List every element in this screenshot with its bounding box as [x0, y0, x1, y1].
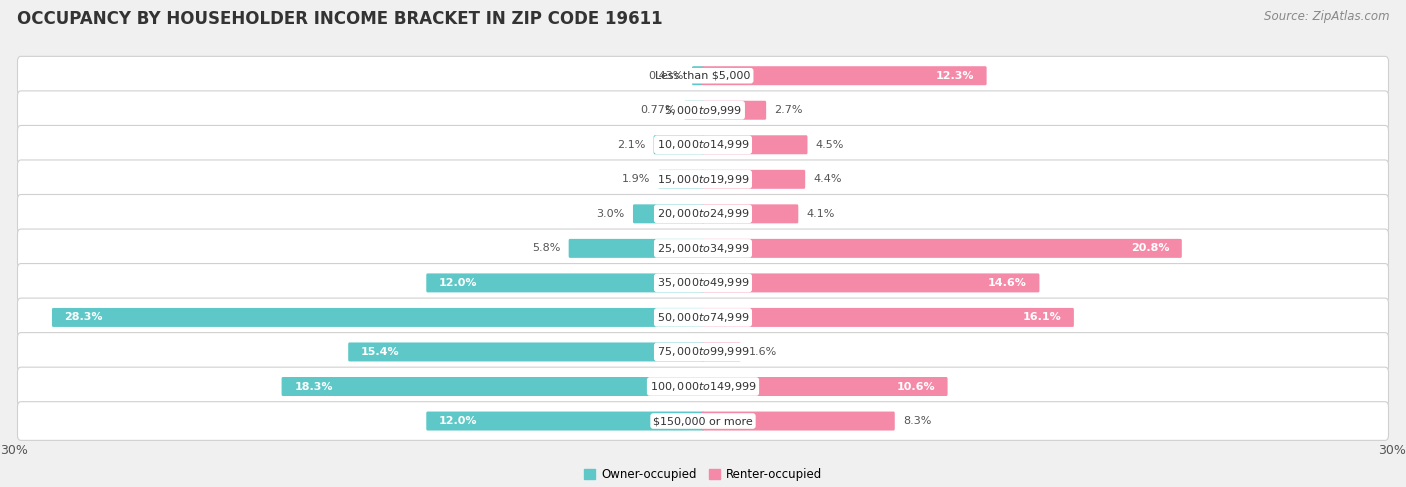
Text: $75,000 to $99,999: $75,000 to $99,999	[657, 345, 749, 358]
FancyBboxPatch shape	[349, 342, 704, 361]
FancyBboxPatch shape	[17, 229, 1389, 268]
FancyBboxPatch shape	[426, 412, 704, 431]
FancyBboxPatch shape	[17, 126, 1389, 164]
Legend: Owner-occupied, Renter-occupied: Owner-occupied, Renter-occupied	[579, 463, 827, 486]
FancyBboxPatch shape	[17, 298, 1389, 337]
FancyBboxPatch shape	[702, 101, 766, 120]
FancyBboxPatch shape	[426, 273, 704, 292]
FancyBboxPatch shape	[702, 66, 987, 85]
FancyBboxPatch shape	[685, 101, 704, 120]
FancyBboxPatch shape	[702, 273, 1039, 292]
Text: 4.1%: 4.1%	[807, 209, 835, 219]
Text: 1.9%: 1.9%	[621, 174, 650, 184]
Text: $15,000 to $19,999: $15,000 to $19,999	[657, 173, 749, 186]
Text: $150,000 or more: $150,000 or more	[654, 416, 752, 426]
Text: 28.3%: 28.3%	[65, 313, 103, 322]
Text: 5.8%: 5.8%	[533, 244, 561, 253]
Text: 1.6%: 1.6%	[749, 347, 778, 357]
FancyBboxPatch shape	[702, 205, 799, 224]
Text: $10,000 to $14,999: $10,000 to $14,999	[657, 138, 749, 151]
Text: 10.6%: 10.6%	[896, 381, 935, 392]
Text: $35,000 to $49,999: $35,000 to $49,999	[657, 277, 749, 289]
Text: OCCUPANCY BY HOUSEHOLDER INCOME BRACKET IN ZIP CODE 19611: OCCUPANCY BY HOUSEHOLDER INCOME BRACKET …	[17, 10, 662, 28]
FancyBboxPatch shape	[17, 56, 1389, 95]
Text: 15.4%: 15.4%	[361, 347, 399, 357]
FancyBboxPatch shape	[17, 160, 1389, 199]
Text: $25,000 to $34,999: $25,000 to $34,999	[657, 242, 749, 255]
FancyBboxPatch shape	[702, 170, 806, 189]
Text: 8.3%: 8.3%	[903, 416, 931, 426]
Text: 14.6%: 14.6%	[988, 278, 1026, 288]
Text: 2.1%: 2.1%	[617, 140, 645, 150]
Text: 16.1%: 16.1%	[1022, 313, 1062, 322]
FancyBboxPatch shape	[568, 239, 704, 258]
Text: Less than $5,000: Less than $5,000	[655, 71, 751, 81]
Text: 4.4%: 4.4%	[813, 174, 842, 184]
FancyBboxPatch shape	[17, 367, 1389, 406]
FancyBboxPatch shape	[702, 342, 741, 361]
Text: 3.0%: 3.0%	[596, 209, 624, 219]
Text: $20,000 to $24,999: $20,000 to $24,999	[657, 207, 749, 220]
FancyBboxPatch shape	[17, 194, 1389, 233]
Text: 12.0%: 12.0%	[439, 416, 478, 426]
FancyBboxPatch shape	[17, 91, 1389, 130]
FancyBboxPatch shape	[702, 377, 948, 396]
FancyBboxPatch shape	[281, 377, 704, 396]
Text: 20.8%: 20.8%	[1130, 244, 1170, 253]
FancyBboxPatch shape	[702, 135, 807, 154]
FancyBboxPatch shape	[658, 170, 704, 189]
Text: 2.7%: 2.7%	[775, 105, 803, 115]
Text: 18.3%: 18.3%	[294, 381, 333, 392]
Text: 0.43%: 0.43%	[648, 71, 683, 81]
Text: 4.5%: 4.5%	[815, 140, 844, 150]
Text: $100,000 to $149,999: $100,000 to $149,999	[650, 380, 756, 393]
FancyBboxPatch shape	[17, 402, 1389, 440]
Text: Source: ZipAtlas.com: Source: ZipAtlas.com	[1264, 10, 1389, 23]
Text: $50,000 to $74,999: $50,000 to $74,999	[657, 311, 749, 324]
FancyBboxPatch shape	[702, 239, 1182, 258]
FancyBboxPatch shape	[633, 205, 704, 224]
FancyBboxPatch shape	[702, 308, 1074, 327]
FancyBboxPatch shape	[654, 135, 704, 154]
Text: 12.0%: 12.0%	[439, 278, 478, 288]
FancyBboxPatch shape	[17, 263, 1389, 302]
FancyBboxPatch shape	[52, 308, 704, 327]
FancyBboxPatch shape	[692, 66, 704, 85]
FancyBboxPatch shape	[702, 412, 894, 431]
Text: $5,000 to $9,999: $5,000 to $9,999	[664, 104, 742, 117]
FancyBboxPatch shape	[17, 333, 1389, 371]
Text: 0.77%: 0.77%	[641, 105, 676, 115]
Text: 12.3%: 12.3%	[935, 71, 974, 81]
